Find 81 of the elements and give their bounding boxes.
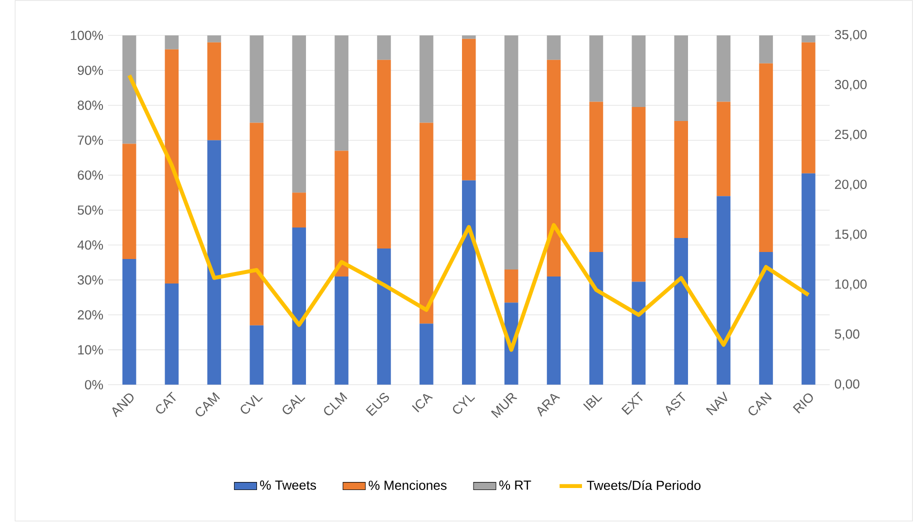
bar	[207, 140, 222, 385]
bar	[334, 276, 348, 385]
bar	[250, 36, 264, 123]
bar	[589, 102, 604, 252]
x-tick-label: RIO	[792, 394, 813, 414]
bar	[802, 36, 816, 43]
bar	[546, 276, 561, 385]
y-tick-label: 50%	[78, 206, 103, 215]
bar	[420, 36, 434, 123]
bar	[377, 36, 391, 60]
x-tick-label: CVL	[240, 395, 263, 414]
bar	[462, 180, 476, 385]
bar	[462, 39, 476, 181]
y2-tick-label: 25,00	[834, 130, 867, 141]
bar	[802, 174, 816, 385]
legend-label: % Tweets	[260, 480, 316, 490]
bar	[207, 42, 222, 140]
x-tick-label: IBL	[583, 395, 602, 411]
y2-tick-label: 5,00	[834, 330, 860, 341]
x-tick-label: ICA	[412, 394, 433, 413]
bar	[632, 36, 646, 108]
x-tick-label: CAT	[156, 392, 176, 414]
bar	[164, 50, 179, 284]
bar	[420, 122, 434, 324]
y-tick-label: 40%	[77, 240, 103, 250]
bar	[250, 122, 264, 326]
bar	[802, 42, 816, 174]
bar	[292, 228, 306, 385]
y2-tick-label: 20,00	[834, 180, 867, 191]
bar	[250, 326, 264, 385]
y-tick-label: 30%	[78, 276, 103, 285]
bar	[122, 259, 136, 385]
bar	[716, 102, 730, 196]
y-tick-label: 70%	[78, 136, 103, 146]
y-tick-label: 80%	[78, 100, 103, 110]
legend-label: % RT	[499, 480, 532, 490]
legend-label: % Menciones	[368, 480, 447, 490]
bar	[759, 252, 773, 385]
y-tick-label: 90%	[78, 66, 103, 76]
y2-tick-label: 35,00	[834, 30, 867, 42]
bar	[504, 270, 518, 303]
bar	[292, 36, 306, 193]
x-tick-label: CYL	[452, 395, 476, 414]
bar	[292, 192, 306, 228]
y-tick-label: 100%	[70, 31, 103, 40]
bar	[546, 36, 561, 60]
y-tick-label: 20%	[78, 310, 103, 320]
bar	[420, 324, 434, 385]
legend-label: Tweets/Día Periodo	[586, 480, 701, 490]
bar	[504, 36, 518, 270]
bar	[546, 60, 561, 277]
bar	[334, 36, 348, 151]
bar	[716, 36, 730, 102]
bar	[632, 107, 646, 282]
bar	[462, 36, 476, 40]
bar	[122, 36, 136, 144]
line-series	[127, 74, 810, 352]
bar	[377, 60, 391, 249]
y2-tick-label: 0,00	[834, 380, 860, 390]
bar	[122, 144, 136, 260]
bar	[377, 248, 391, 385]
y2-tick-label: 10,00	[835, 280, 867, 291]
bar	[716, 196, 730, 385]
y2-tick-label: 30,00	[834, 80, 867, 91]
bar	[164, 284, 179, 385]
bar	[759, 64, 773, 252]
bar	[674, 238, 688, 385]
bar	[589, 36, 604, 102]
bar	[589, 252, 604, 385]
bar	[674, 36, 688, 122]
bar	[207, 36, 222, 43]
bar	[334, 150, 348, 277]
x-tick-label: GAL	[282, 395, 306, 414]
y-tick-label: 10%	[78, 345, 103, 355]
y2-tick-label: 15,00	[835, 230, 867, 241]
bar	[632, 282, 646, 385]
bar	[759, 36, 773, 64]
y-tick-label: 60%	[78, 170, 103, 180]
bar	[164, 36, 179, 50]
bar	[674, 121, 688, 238]
y-tick-label: 0%	[84, 380, 103, 390]
